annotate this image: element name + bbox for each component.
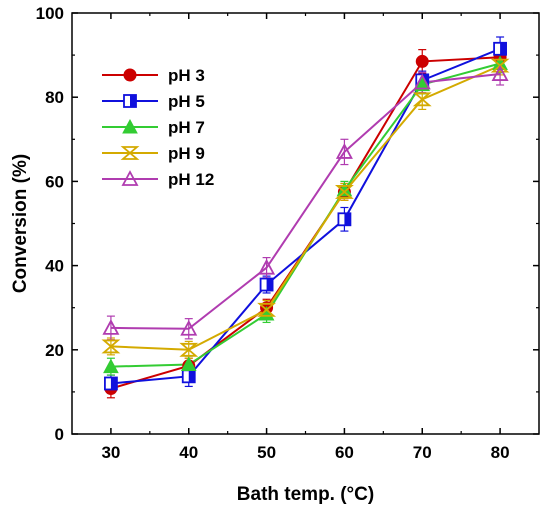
marker-shape xyxy=(122,118,138,134)
marker-shape xyxy=(101,339,121,354)
data-point xyxy=(491,65,509,81)
x-tick-label: 70 xyxy=(413,443,432,462)
marker-fill xyxy=(130,95,136,107)
y-tick-label: 80 xyxy=(45,88,64,107)
data-point xyxy=(337,212,352,227)
marker-shape xyxy=(412,92,432,107)
legend-item: pH 7 xyxy=(102,118,205,137)
legend-item: pH 3 xyxy=(102,66,205,85)
data-point xyxy=(101,339,121,354)
data-point xyxy=(104,376,118,391)
marker-shape xyxy=(257,302,277,317)
legend-label: pH 7 xyxy=(168,118,205,137)
y-tick-label: 40 xyxy=(45,257,64,276)
legend-marker xyxy=(123,68,137,82)
legend-marker xyxy=(120,146,140,160)
marker-shape xyxy=(123,68,137,82)
x-tick-label: 80 xyxy=(491,443,510,462)
y-axis-title: Conversion (%) xyxy=(10,154,31,293)
marker-fill xyxy=(344,213,351,226)
marker-shape xyxy=(103,358,119,374)
data-point xyxy=(179,342,199,357)
y-tick-label: 60 xyxy=(45,172,64,191)
marker-fill xyxy=(110,377,117,390)
y-tick-label: 20 xyxy=(45,341,64,360)
plot-area xyxy=(71,12,540,435)
data-point xyxy=(259,277,274,292)
data-point xyxy=(334,185,354,199)
legend: pH 3 pH 5 pH 7 pH 9 pH 12 xyxy=(102,66,214,189)
legend-label: pH 3 xyxy=(168,66,205,85)
legend-marker xyxy=(123,94,137,108)
data-point xyxy=(258,258,276,275)
series-lines xyxy=(110,47,501,390)
data-point xyxy=(415,54,429,68)
marker-shape xyxy=(179,342,199,357)
y-tick-label: 0 xyxy=(55,425,64,444)
data-point xyxy=(257,302,277,317)
marker-shape xyxy=(102,319,120,335)
data-point xyxy=(180,319,198,336)
legend-marker xyxy=(121,170,139,186)
data-point xyxy=(414,76,431,92)
marker-shape xyxy=(334,185,354,199)
legend-marker xyxy=(122,118,138,134)
marker-shape xyxy=(415,54,429,68)
marker-shape xyxy=(258,258,276,275)
legend-item: pH 12 xyxy=(102,170,214,189)
series-line xyxy=(110,73,501,330)
series-markers xyxy=(101,41,510,396)
marker-shape xyxy=(413,73,431,90)
y-tick-label: 100 xyxy=(36,4,64,23)
x-tick-label: 30 xyxy=(101,443,120,462)
data-point xyxy=(413,73,431,90)
marker-shape xyxy=(180,319,198,336)
data-point xyxy=(493,41,507,56)
x-tick-label: 60 xyxy=(335,443,354,462)
x-tick-label: 50 xyxy=(257,443,276,462)
legend-label: pH 5 xyxy=(168,92,205,111)
marker-fill xyxy=(266,278,273,291)
axes: 30 40 50 60 70 80 0 20 40 60 80 100 xyxy=(36,4,539,462)
series-line xyxy=(110,64,501,351)
data-point xyxy=(412,92,432,107)
data-point xyxy=(181,369,196,384)
x-axis-title: Bath temp. (°C) xyxy=(237,484,374,505)
data-point xyxy=(180,356,197,372)
marker-shape xyxy=(180,356,197,372)
marker-fill xyxy=(500,42,507,55)
marker-shape xyxy=(121,170,139,186)
legend-label: pH 12 xyxy=(168,170,214,189)
data-point xyxy=(103,358,119,374)
marker-fill xyxy=(188,370,195,383)
marker-shape xyxy=(491,65,509,81)
x-tick-label: 40 xyxy=(179,443,198,462)
data-point xyxy=(102,319,120,335)
marker-shape xyxy=(414,76,431,92)
data-point xyxy=(335,143,353,159)
legend-item: pH 9 xyxy=(102,144,205,163)
legend-item: pH 5 xyxy=(102,92,205,111)
marker-shape xyxy=(335,143,353,159)
marker-shape xyxy=(120,146,140,160)
legend-label: pH 9 xyxy=(168,144,205,163)
